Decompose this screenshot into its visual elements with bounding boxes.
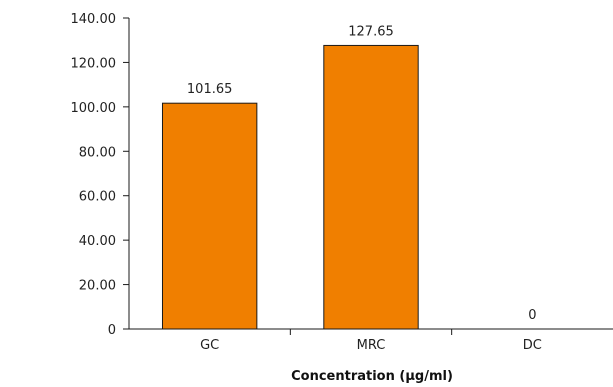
bar-mrc bbox=[323, 44, 419, 330]
y-axis-ticks: 0 20.00 40.00 60.00 80.00 100.00 120.00 140.00 bbox=[71, 12, 129, 338]
y-tick-label: 100.00 bbox=[71, 101, 117, 116]
y-tick-label: 140.00 bbox=[71, 12, 117, 27]
bar-gc bbox=[161, 102, 258, 330]
y-tick-label: 80.00 bbox=[79, 145, 116, 160]
x-tick-label: DC bbox=[523, 338, 542, 353]
y-tick-label: 120.00 bbox=[71, 56, 117, 71]
x-tick-label: MRC bbox=[357, 338, 386, 353]
data-label-dc: 0 bbox=[528, 308, 536, 323]
x-tick-label: GC bbox=[200, 338, 219, 353]
y-tick-label: 40.00 bbox=[79, 234, 116, 249]
y-tick-label: 20.00 bbox=[79, 279, 116, 294]
data-label-mrc: 127.65 bbox=[348, 24, 394, 39]
y-tick-label: 0 bbox=[108, 323, 116, 338]
bars: 101.65 127.65 0 bbox=[161, 24, 536, 330]
x-axis-ticks: GC MRC DC bbox=[200, 329, 542, 353]
data-label-gc: 101.65 bbox=[187, 82, 233, 97]
x-axis-title: Concentration (µg/ml) bbox=[291, 369, 453, 384]
y-tick-label: 60.00 bbox=[79, 190, 116, 205]
